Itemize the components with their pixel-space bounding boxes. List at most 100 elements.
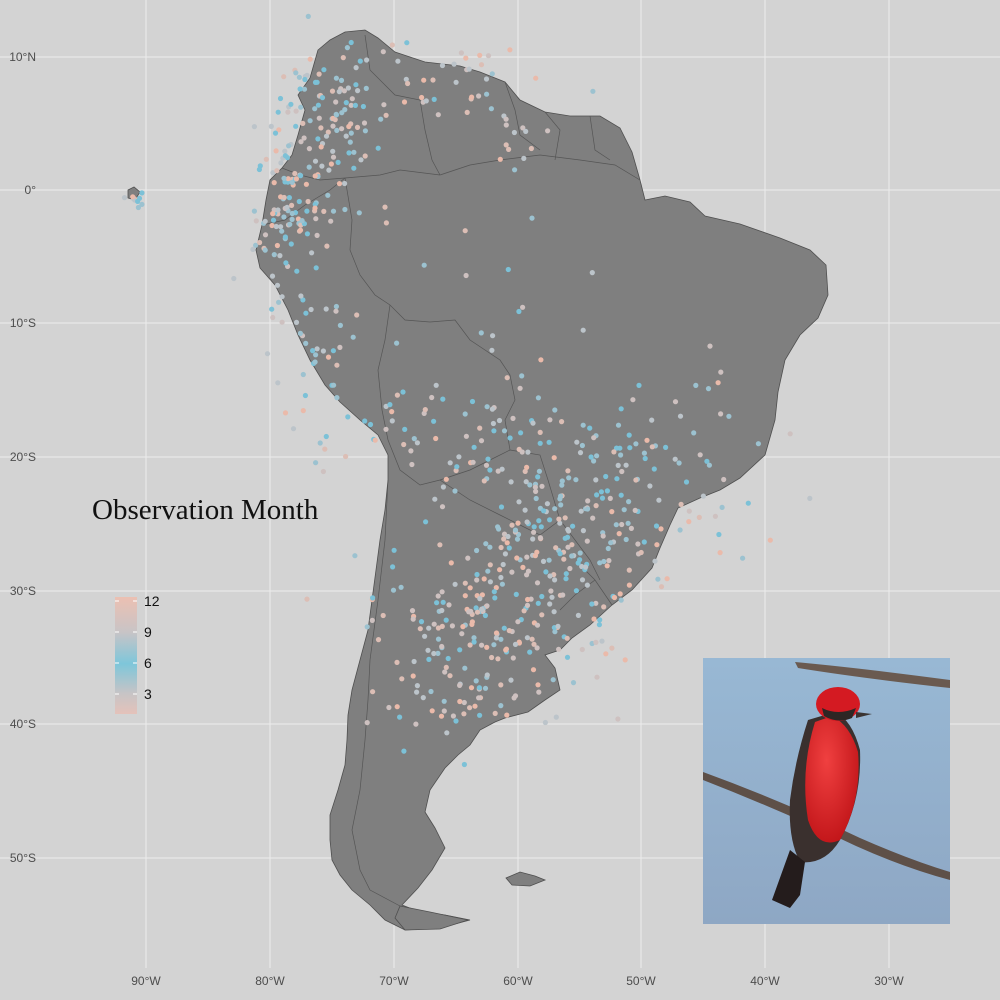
observation-point xyxy=(487,579,493,585)
observation-point xyxy=(439,504,446,510)
observation-point xyxy=(364,57,370,63)
observation-point xyxy=(250,246,256,252)
observation-point xyxy=(705,386,712,392)
observation-point xyxy=(510,655,516,661)
observation-point xyxy=(588,454,594,460)
observation-point xyxy=(525,449,531,455)
observation-point xyxy=(437,542,443,548)
observation-point xyxy=(313,352,319,358)
observation-point xyxy=(613,522,619,528)
observation-point xyxy=(686,519,692,525)
observation-point xyxy=(492,710,498,717)
observation-point xyxy=(411,436,417,442)
legend-label: 3 xyxy=(144,686,152,702)
observation-point xyxy=(626,582,633,588)
observation-point xyxy=(414,689,420,695)
observation-point xyxy=(502,551,508,557)
observation-point xyxy=(342,206,348,213)
observation-point xyxy=(482,685,489,691)
observation-point xyxy=(491,428,497,434)
observation-point xyxy=(529,636,535,642)
observation-point xyxy=(498,544,504,551)
observation-point xyxy=(448,560,454,566)
observation-point xyxy=(300,371,306,378)
observation-point xyxy=(493,630,500,636)
observation-point xyxy=(481,478,487,484)
observation-point xyxy=(617,591,623,597)
observation-point xyxy=(642,455,648,462)
observation-point xyxy=(474,571,480,578)
observation-point xyxy=(270,217,277,223)
observation-point xyxy=(649,444,655,450)
observation-point xyxy=(444,730,450,736)
observation-point xyxy=(309,250,315,256)
observation-point xyxy=(440,396,446,402)
observation-point xyxy=(357,58,363,64)
observation-point xyxy=(546,557,552,563)
observation-point xyxy=(372,437,378,443)
observation-point xyxy=(317,440,323,446)
observation-point xyxy=(609,509,615,515)
observation-point xyxy=(651,466,657,472)
observation-point xyxy=(740,555,746,561)
observation-point xyxy=(715,380,721,386)
observation-point xyxy=(565,526,571,533)
observation-point xyxy=(488,106,494,112)
observation-point xyxy=(337,344,343,350)
observation-point xyxy=(505,533,511,540)
observation-point xyxy=(696,514,702,521)
observation-point xyxy=(490,333,496,339)
observation-point xyxy=(380,612,386,619)
observation-point xyxy=(557,551,563,557)
observation-point xyxy=(605,545,611,552)
observation-point xyxy=(293,108,299,114)
observation-point xyxy=(253,242,259,248)
observation-point xyxy=(411,658,417,665)
observation-point xyxy=(281,214,287,220)
observation-point xyxy=(755,441,762,447)
observation-point xyxy=(591,458,597,464)
observation-point xyxy=(442,669,448,675)
observation-point xyxy=(321,208,327,214)
observation-point xyxy=(505,266,511,273)
observation-point xyxy=(587,425,593,431)
observation-point xyxy=(312,205,318,211)
observation-point xyxy=(270,170,276,176)
observation-point xyxy=(522,507,528,513)
observation-point xyxy=(527,649,533,655)
observation-point xyxy=(340,55,346,61)
observation-point xyxy=(269,306,275,312)
observation-point xyxy=(513,591,519,598)
observation-point xyxy=(534,549,540,555)
observation-point xyxy=(433,382,439,388)
observation-point xyxy=(370,595,376,601)
observation-point xyxy=(302,76,308,83)
observation-point xyxy=(296,74,302,80)
observation-point xyxy=(478,62,485,68)
observation-point xyxy=(399,676,405,682)
observation-point xyxy=(630,397,636,403)
observation-point xyxy=(514,555,520,561)
observation-point xyxy=(281,74,287,80)
observation-point xyxy=(432,496,438,502)
observation-point xyxy=(346,123,352,130)
observation-point xyxy=(511,167,518,173)
observation-point xyxy=(683,479,690,485)
observation-point xyxy=(324,243,330,249)
observation-point xyxy=(641,450,648,456)
observation-point xyxy=(364,624,370,630)
observation-point xyxy=(420,695,426,701)
observation-point xyxy=(717,550,723,556)
observation-point xyxy=(585,506,591,512)
observation-point xyxy=(566,475,572,481)
observation-point xyxy=(563,571,569,577)
observation-point xyxy=(580,528,587,534)
observation-point xyxy=(515,520,521,526)
observation-point xyxy=(292,170,298,177)
observation-point xyxy=(498,574,504,581)
observation-point xyxy=(716,531,722,538)
observation-point xyxy=(409,608,416,614)
observation-point xyxy=(269,222,275,229)
observation-point xyxy=(316,71,322,77)
border-bolivia-brazil xyxy=(429,319,516,461)
